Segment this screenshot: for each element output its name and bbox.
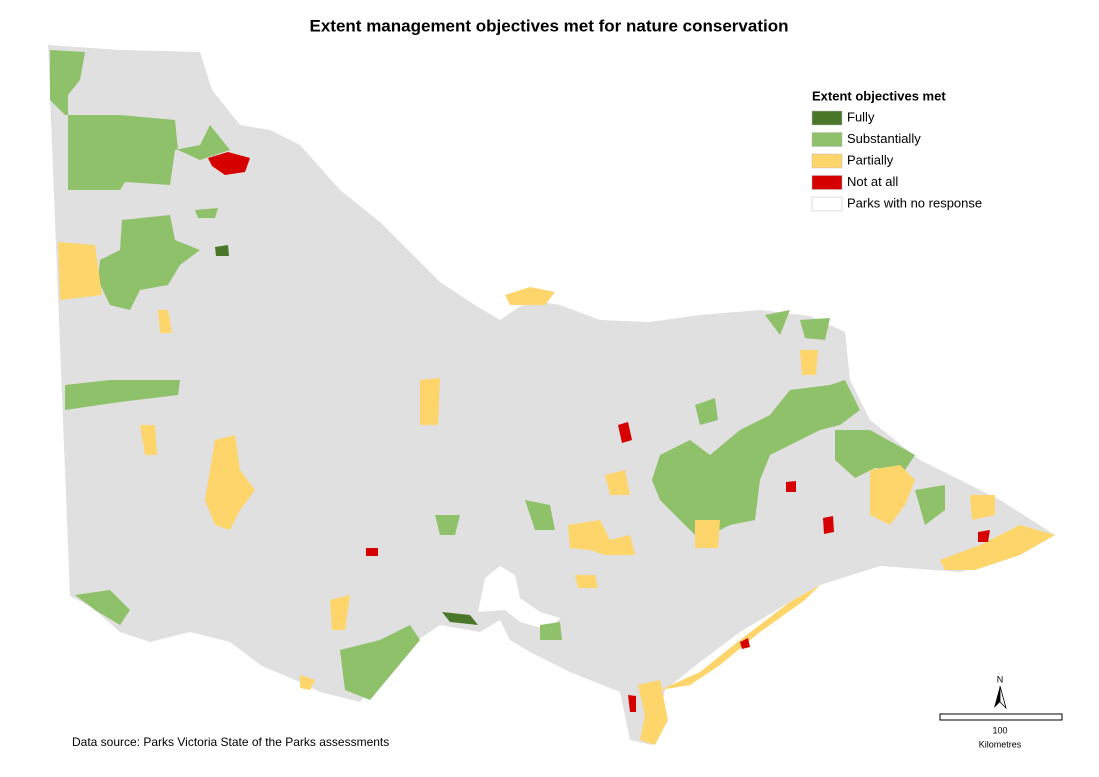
park <box>740 638 750 649</box>
scale-bar-rect <box>939 713 1063 721</box>
north-arrow-right <box>999 685 1007 710</box>
legend-label: Not at all <box>847 174 898 189</box>
map-title: Extent management objectives met for nat… <box>310 16 789 35</box>
park <box>568 520 635 555</box>
park <box>140 425 157 455</box>
parks-not-at-all <box>208 152 990 712</box>
legend-swatch <box>811 132 843 147</box>
scale-bar: 100 Kilometres <box>939 713 1063 749</box>
park <box>435 515 460 535</box>
legend-title: Extent objectives met <box>812 88 946 103</box>
park <box>628 695 636 712</box>
park <box>75 590 130 625</box>
park <box>208 152 250 175</box>
park <box>50 50 230 190</box>
legend-swatch <box>811 153 843 169</box>
legend-label: Partially <box>847 152 894 167</box>
park <box>366 548 378 556</box>
park <box>300 675 315 690</box>
state-outline <box>48 45 1055 745</box>
park <box>158 310 172 333</box>
park <box>800 350 818 375</box>
park <box>65 380 180 410</box>
park <box>215 245 229 256</box>
park <box>330 595 350 630</box>
park <box>442 612 478 625</box>
legend: Extent objectives met Fully Substantially… <box>811 88 982 212</box>
port-phillip-bay <box>478 566 560 630</box>
park <box>605 470 630 495</box>
park <box>695 520 720 548</box>
park <box>660 585 820 690</box>
north-arrow-left <box>994 686 1000 708</box>
park <box>420 378 440 425</box>
park <box>575 575 598 588</box>
park <box>195 208 218 218</box>
legend-swatch <box>811 196 843 212</box>
park <box>505 287 555 305</box>
park <box>618 422 632 443</box>
park <box>58 242 102 300</box>
state-map <box>48 45 1055 745</box>
legend-label: Parks with no response <box>847 195 982 210</box>
park <box>978 530 990 542</box>
parks-partially <box>58 242 1055 745</box>
park <box>940 525 1055 570</box>
park <box>823 516 834 534</box>
legend-swatch <box>811 175 843 190</box>
park <box>765 310 790 335</box>
north-label: N <box>997 674 1004 684</box>
park <box>652 380 860 540</box>
north-arrow: N <box>994 674 1007 710</box>
legend-label: Substantially <box>847 131 921 146</box>
parks-fully <box>215 245 478 625</box>
park <box>695 398 718 425</box>
park <box>800 318 830 340</box>
park <box>525 500 555 530</box>
park <box>870 465 915 525</box>
park <box>915 485 945 525</box>
legend-swatch <box>811 110 843 126</box>
legend-label: Fully <box>847 109 875 124</box>
park <box>638 680 668 745</box>
park <box>340 625 420 700</box>
scale-unit: Kilometres <box>979 739 1022 749</box>
park <box>205 435 255 530</box>
parks-substantially <box>50 50 945 700</box>
scale-value: 100 <box>992 725 1007 735</box>
park <box>970 495 995 520</box>
park <box>540 622 562 640</box>
park <box>786 481 796 492</box>
park <box>98 215 200 310</box>
data-source: Data source: Parks Victoria State of the… <box>72 735 389 749</box>
